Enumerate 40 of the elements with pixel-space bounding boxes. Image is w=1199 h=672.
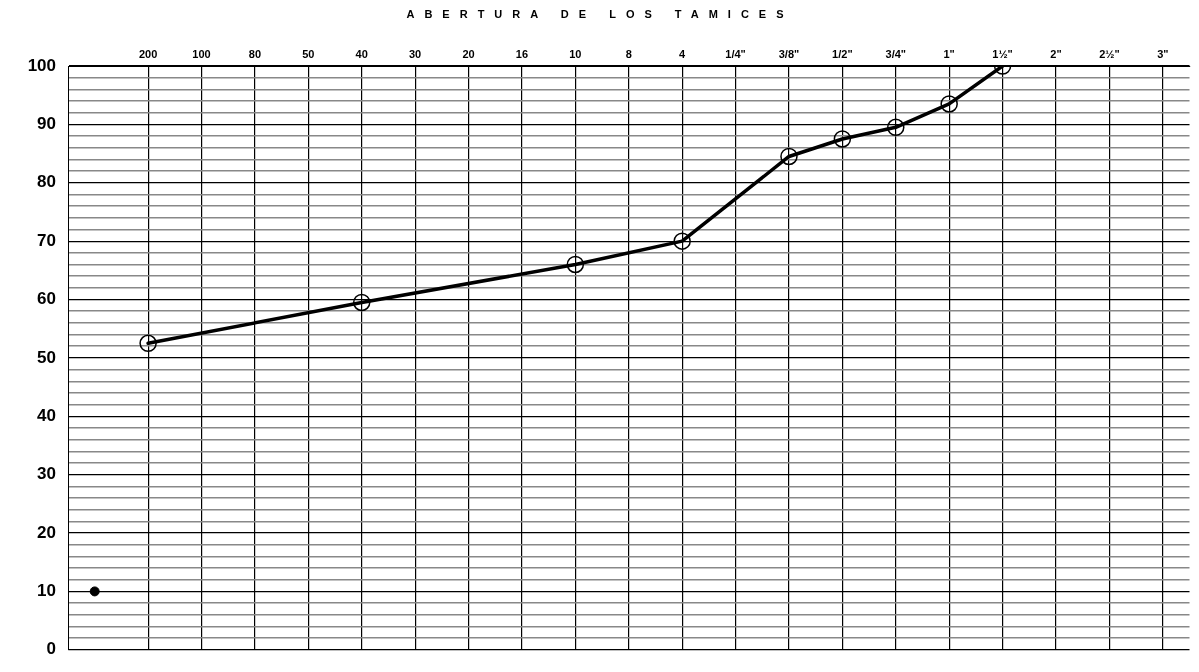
x-tick-label: 80 <box>248 48 262 61</box>
y-tick-label: 90 <box>37 114 56 134</box>
x-tick-label: 2½" <box>1099 48 1120 61</box>
chart-title: ABERTURA DE LOS TAMICES <box>406 8 794 21</box>
x-tick-label: 1" <box>943 48 955 61</box>
point <box>833 130 852 148</box>
point <box>780 147 798 166</box>
y-tick-label: 10 <box>37 581 56 601</box>
y-tick-label: 50 <box>37 347 56 367</box>
x-tick-label: 3" <box>1157 48 1169 61</box>
x-tick-label: 40 <box>355 48 368 61</box>
y-tick-label: 0 <box>46 639 56 659</box>
x-tick-label: 2" <box>1050 48 1062 61</box>
x-tick-label: 200 <box>138 48 158 61</box>
x-tick-label: 16 <box>515 48 529 61</box>
x-tick-label: 3/4" <box>885 48 907 61</box>
y-tick-label: 20 <box>37 522 56 542</box>
x-tick-label: 100 <box>192 48 211 61</box>
point <box>89 586 100 597</box>
y-tick-label: 60 <box>37 289 56 309</box>
x-tick-label: 1½" <box>992 48 1013 61</box>
point <box>940 95 958 113</box>
point <box>139 334 157 353</box>
point <box>673 232 691 250</box>
point <box>887 118 905 137</box>
x-tick-label: 10 <box>569 48 582 61</box>
y-tick-label: 80 <box>37 172 56 192</box>
x-tick-label: 50 <box>302 48 315 61</box>
point <box>352 293 371 312</box>
y-tick-label: 40 <box>37 405 56 425</box>
x-tick-label: 8 <box>625 48 632 61</box>
y-tick-label: 70 <box>37 230 56 250</box>
y-tick-label: 30 <box>37 464 56 484</box>
x-tick-label: 20 <box>462 48 475 61</box>
x-tick-label: 1/2" <box>832 48 853 61</box>
x-tick-label: 1/4" <box>725 48 746 61</box>
x-tick-label: 3/8" <box>778 48 800 61</box>
x-tick-label: 30 <box>409 48 422 61</box>
x-tick-label: 4 <box>679 48 687 61</box>
point <box>566 255 585 274</box>
